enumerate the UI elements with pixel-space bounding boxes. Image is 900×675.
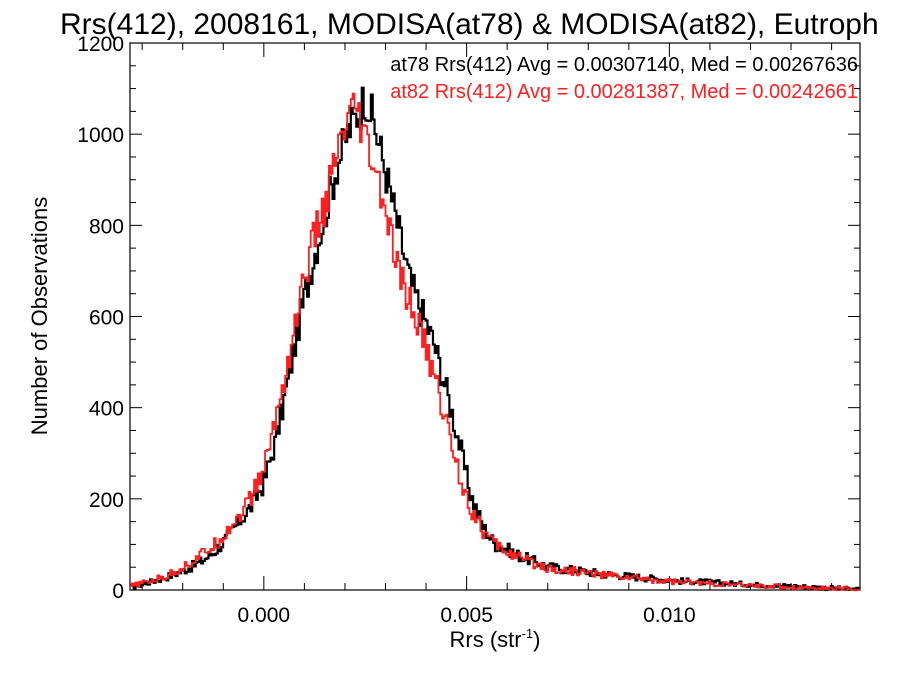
axis-ticks: 0 200 400 600 800 1000 1200 0.000 0.005 0.010 bbox=[77, 33, 860, 627]
y-tick-label: 0 bbox=[112, 580, 124, 603]
plot-frame bbox=[129, 42, 861, 591]
x-axis-label-superscript: -1 bbox=[522, 626, 534, 641]
series-at82-line bbox=[130, 92, 860, 591]
x-tick-label: 0.010 bbox=[643, 604, 696, 627]
legend-entry-at78: at78 Rrs(412) Avg = 0.00307140, Med = 0.… bbox=[390, 54, 858, 76]
x-tick-label: 0.000 bbox=[238, 604, 291, 627]
y-tick-label: 1200 bbox=[77, 33, 124, 56]
y-tick-label: 600 bbox=[89, 307, 124, 330]
x-tick-label: 0.005 bbox=[440, 604, 493, 627]
series-lines bbox=[130, 86, 860, 592]
y-tick-label: 1000 bbox=[77, 124, 124, 147]
chart-title: Rrs(412), 2008161, MODISA(at78) & MODISA… bbox=[60, 8, 879, 41]
x-axis-label: Rrs (str-1) bbox=[450, 626, 541, 652]
y-tick-label: 400 bbox=[89, 398, 124, 421]
legend-entry-at82: at82 Rrs(412) Avg = 0.00281387, Med = 0.… bbox=[390, 81, 858, 103]
x-axis-label-main: Rrs (str bbox=[450, 627, 522, 652]
y-tick-label: 800 bbox=[89, 215, 124, 238]
y-tick-label: 200 bbox=[89, 489, 124, 512]
x-axis-label-end: ) bbox=[533, 627, 540, 652]
y-axis-label: Number of Observations bbox=[27, 197, 52, 435]
